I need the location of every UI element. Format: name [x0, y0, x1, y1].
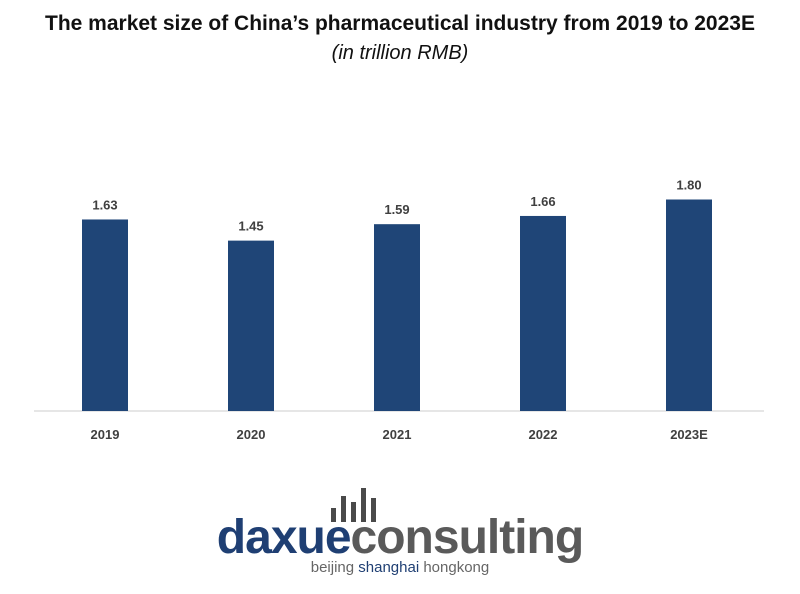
data-label-2019: 1.63 — [92, 197, 117, 212]
data-label-2021: 1.59 — [384, 202, 409, 217]
bar-2019 — [82, 219, 128, 411]
bar-2020 — [228, 240, 274, 411]
logo-bar — [331, 508, 336, 522]
logo-tag-hongkong: hongkong — [419, 559, 490, 576]
x-tick-label-2023E: 2023E — [670, 427, 708, 442]
data-label-2022: 1.66 — [530, 194, 555, 209]
data-label-2020: 1.45 — [238, 219, 263, 234]
bar-2022 — [520, 215, 566, 411]
logo-tagline: beijing shanghai hongkong — [0, 559, 800, 576]
x-tick-label-2020: 2020 — [237, 427, 266, 442]
bar-2021 — [374, 224, 420, 411]
chart-title: The market size of China’s pharmaceutica… — [45, 12, 755, 35]
logo-bar — [351, 502, 356, 522]
logo-bars-icon — [331, 486, 377, 522]
logo-tag-shanghai: shanghai — [358, 559, 420, 576]
x-tick-label-2019: 2019 — [91, 427, 120, 442]
x-tick-label-2021: 2021 — [383, 427, 412, 442]
logo-bar — [341, 496, 346, 522]
logo-word-consulting: consulting — [350, 511, 585, 564]
data-label-2023E: 1.80 — [676, 178, 701, 193]
logo-bar — [371, 498, 376, 522]
logo-tag-beijing: beijing — [310, 559, 359, 576]
logo-word-daxue: daxue — [216, 511, 352, 564]
x-tick-label-2022: 2022 — [529, 427, 558, 442]
bar-2023E — [666, 199, 712, 411]
daxue-consulting-logo: daxueconsulting beijing shanghai hongkon… — [0, 480, 800, 590]
bar-chart: 1.63 2019 1.45 2020 1.59 2021 1.66 2022 1.80 2023… — [34, 178, 764, 442]
logo-wordmark: daxueconsulting — [0, 510, 800, 566]
chart-subtitle: (in trillion RMB) — [331, 42, 469, 64]
logo-bar — [361, 488, 366, 522]
